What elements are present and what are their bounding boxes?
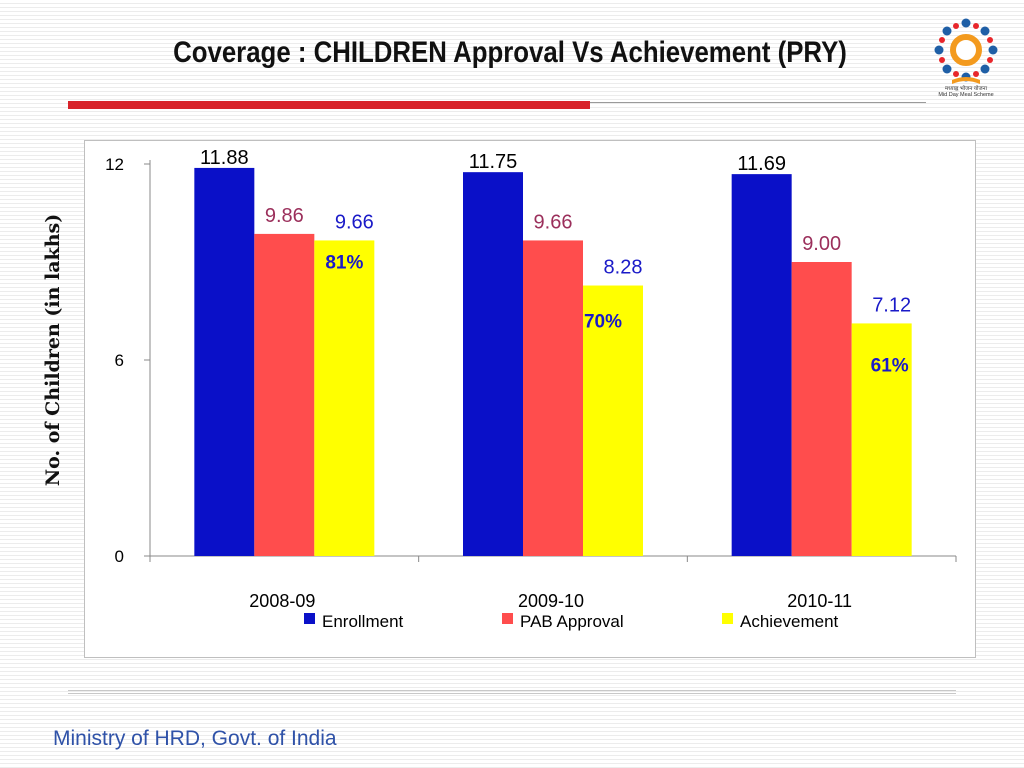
logo-caption-hindi: मध्याह्न भोजन योजना xyxy=(944,86,988,92)
bar-achievement xyxy=(851,323,912,556)
data-label: 7.12 xyxy=(872,294,911,316)
x-category-label: 2010-11 xyxy=(787,591,852,611)
percent-annotation: 61% xyxy=(871,355,909,376)
bar-pab-approval xyxy=(254,233,315,556)
mid-day-meal-logo-icon xyxy=(934,18,998,84)
bar-achievement xyxy=(583,285,643,556)
legend-label: PAB Approval xyxy=(520,612,624,631)
y-tick-label: 6 xyxy=(115,351,124,370)
data-label: 11.88 xyxy=(200,147,249,169)
bar-enrollment xyxy=(463,172,523,556)
data-label: 11.69 xyxy=(737,153,786,175)
bar-pab-approval xyxy=(791,262,852,556)
percent-annotation: 70% xyxy=(584,312,622,333)
data-label: 11.75 xyxy=(469,151,518,173)
logo-caption-english: Mid Day Meal Scheme xyxy=(938,92,994,98)
data-label: 8.28 xyxy=(604,257,643,279)
legend-label: Enrollment xyxy=(322,612,404,631)
data-label: 9.00 xyxy=(802,233,841,255)
data-label: 9.86 xyxy=(265,205,304,227)
x-category-label: 2008-09 xyxy=(249,591,315,611)
legend-label: Achievement xyxy=(740,612,839,631)
slide-title: Coverage : CHILDREN Approval Vs Achievem… xyxy=(173,36,847,69)
y-tick-label: 12 xyxy=(105,155,124,174)
bottom-rule xyxy=(68,690,956,694)
x-category-label: 2009-10 xyxy=(518,591,584,611)
footer-text: Ministry of HRD, Govt. of India xyxy=(53,727,337,750)
percent-annotation: 81% xyxy=(325,252,363,273)
legend-swatch xyxy=(722,613,733,624)
title-rule-gray xyxy=(590,102,926,103)
bar-pab-approval xyxy=(523,240,583,556)
y-tick-label: 0 xyxy=(115,547,124,566)
bar-enrollment xyxy=(731,174,792,557)
bar-achievement xyxy=(314,240,375,556)
mid-day-meal-logo: मध्याह्न भोजन योजना Mid Day Meal Scheme xyxy=(928,16,1004,106)
data-label: 9.66 xyxy=(534,211,573,233)
legend-swatch xyxy=(502,613,513,624)
bar-enrollment xyxy=(194,167,255,557)
title-rule-red xyxy=(68,101,590,109)
data-label: 9.66 xyxy=(335,211,374,233)
legend-swatch xyxy=(304,613,315,624)
